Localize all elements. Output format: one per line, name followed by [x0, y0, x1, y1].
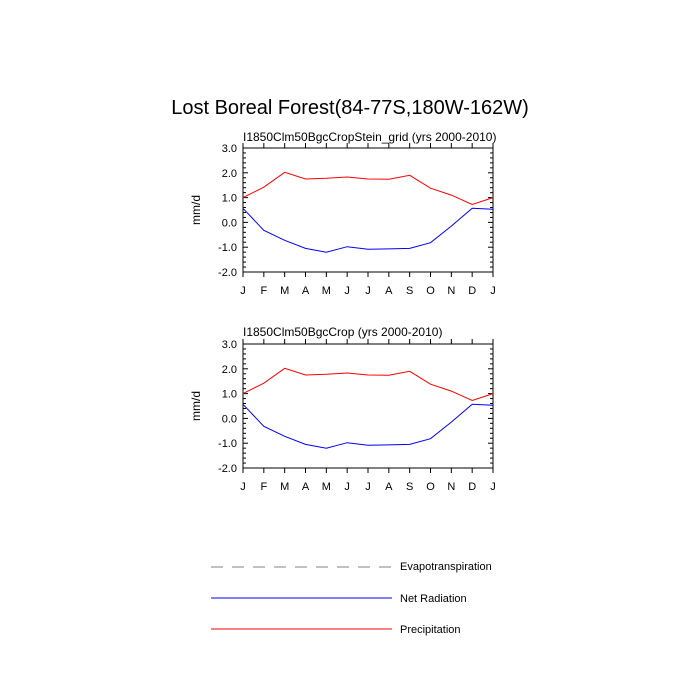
y-tick-label: -1.0 [218, 438, 237, 450]
panel-top: I1850Clm50BgcCropStein_grid (yrs 2000-20… [189, 130, 496, 225]
x-tick-label: A [385, 481, 393, 493]
x-tick-label: S [406, 481, 413, 493]
y-tick-label: -2.0 [218, 267, 237, 279]
y-tick-label: 1.0 [222, 389, 237, 401]
y-axis-label: mm/d [189, 391, 203, 421]
legend-label-net-radiation: Net Radiation [400, 593, 467, 605]
x-tick-label: M [280, 285, 289, 297]
panel-bottom: I1850Clm50BgcCrop (yrs 2000-2010) mm/d [189, 325, 442, 421]
plot-frame [242, 343, 494, 469]
x-tick-label: N [447, 285, 455, 297]
x-tick-label: A [302, 481, 310, 493]
figure-title: Lost Boreal Forest(84-77S,180W-162W) [171, 97, 529, 119]
legend-label-evapotranspiration: Evapotranspiration [400, 561, 492, 573]
y-axis-label: mm/d [189, 195, 203, 225]
legend: Evapotranspiration Net Radiation Precipi… [211, 561, 492, 636]
legend-label-precipitation: Precipitation [400, 624, 461, 636]
y-tick-label: -2.0 [218, 463, 237, 475]
x-tick-label: N [447, 481, 455, 493]
y-tick-label: 1.0 [222, 193, 237, 205]
series-line-precipitation [242, 171, 494, 206]
x-tick-label: J [344, 285, 350, 297]
x-tick-label: J [240, 481, 246, 493]
series-line-net-radiation [242, 403, 494, 449]
x-tick-label: J [365, 481, 371, 493]
x-tick-label: O [426, 481, 435, 493]
x-tick-label: M [322, 481, 331, 493]
x-tick-label: J [344, 481, 350, 493]
x-tick-label: A [385, 285, 393, 297]
x-tick-label: J [365, 285, 371, 297]
x-tick-label: A [302, 285, 310, 297]
x-tick-label: S [406, 285, 413, 297]
panel-title: I1850Clm50BgcCrop (yrs 2000-2010) [243, 325, 442, 339]
y-tick-label: 2.0 [222, 168, 237, 180]
x-tick-label: F [260, 285, 267, 297]
x-tick-label: O [426, 285, 435, 297]
y-tick-label: 2.0 [222, 364, 237, 376]
series-line-net-radiation [242, 207, 494, 253]
y-tick-label: -1.0 [218, 242, 237, 254]
x-tick-label: D [468, 481, 476, 493]
x-tick-label: F [260, 481, 267, 493]
y-tick-label: 0.0 [222, 413, 237, 425]
plot-area: 3.02.01.00.0-1.0-2.0J F M A M J J A S O N D J [218, 143, 496, 297]
y-tick-label: 3.0 [222, 143, 237, 155]
panel-title: I1850Clm50BgcCropStein_grid (yrs 2000-20… [243, 130, 496, 144]
x-tick-label: M [322, 285, 331, 297]
series-line-precipitation [242, 367, 494, 402]
x-tick-label: J [490, 285, 496, 297]
y-tick-label: 0.0 [222, 217, 237, 229]
plot-frame [242, 147, 494, 273]
x-tick-label: J [240, 285, 246, 297]
x-tick-label: J [490, 481, 496, 493]
x-tick-label: D [468, 285, 476, 297]
y-tick-label: 3.0 [222, 339, 237, 351]
plot-area: 3.02.01.00.0-1.0-2.0J F M A M J J A S O N D J [218, 339, 496, 493]
x-tick-label: M [280, 481, 289, 493]
